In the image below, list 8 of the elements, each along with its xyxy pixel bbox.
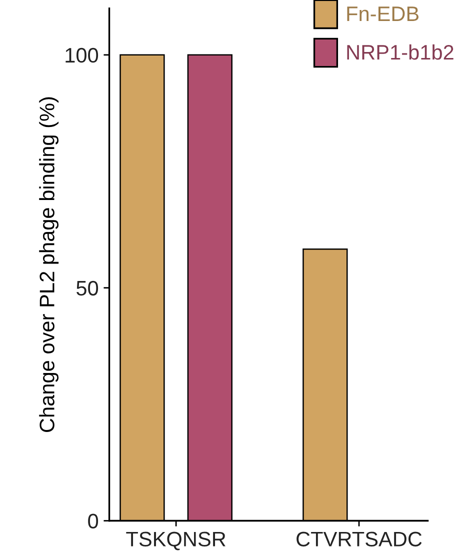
legend-label: Fn-EDB xyxy=(347,6,419,21)
y-axis-title: Change over PL2 phage binding (%) xyxy=(39,97,59,432)
x-tick-label: TSKQNSR xyxy=(126,532,226,550)
y-tick-label: 100 xyxy=(66,48,98,63)
y-tick-label: 50 xyxy=(76,280,98,296)
x-tick-label: CTVRTSADC xyxy=(296,532,422,546)
y-tick-label: 0 xyxy=(88,514,98,529)
legend-label: NRP1-b1b2 xyxy=(347,44,454,60)
